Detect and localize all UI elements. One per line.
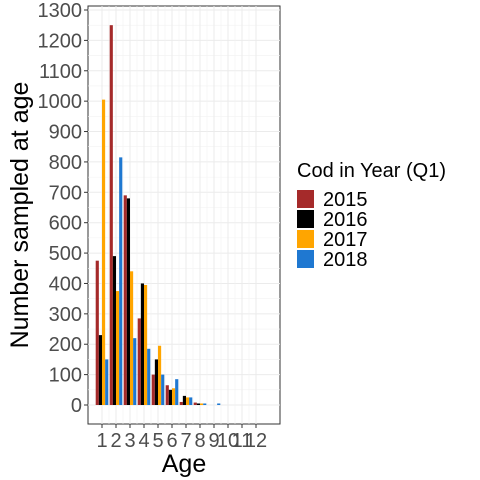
- legend-label-2016: 2016: [323, 209, 368, 231]
- x-tick-label: 4: [138, 430, 149, 452]
- x-tick-label: 12: [245, 430, 267, 452]
- bar-2015-age-7: [179, 401, 183, 405]
- bar-2018-age-2: [119, 157, 123, 405]
- bar-2016-age-6: [168, 389, 172, 405]
- legend-key-2018: [297, 250, 314, 268]
- x-axis-title: Age: [162, 450, 206, 478]
- legend-key-2015: [297, 190, 314, 208]
- bar-2018-age-3: [133, 338, 137, 405]
- y-axis-title: Number sampled at age: [6, 82, 34, 349]
- bar-2015-age-5: [151, 374, 155, 405]
- bar-2015-age-3: [123, 195, 127, 405]
- bar-2017-age-1: [102, 99, 106, 405]
- x-tick-label: 2: [110, 430, 121, 452]
- x-tick-label: 10: [217, 430, 239, 452]
- legend-title: Cod in Year (Q1): [297, 160, 446, 182]
- bar-2017-age-3: [130, 271, 134, 405]
- x-tick-label: 6: [166, 430, 177, 452]
- y-tick-label: 600: [49, 213, 82, 235]
- bar-2015-age-1: [95, 260, 99, 405]
- bar-2018-age-1: [105, 359, 109, 405]
- bar-2017-age-8: [200, 403, 204, 405]
- y-tick-label: 800: [49, 152, 82, 174]
- y-tick-label: 1100: [39, 61, 82, 83]
- bar-2016-age-7: [182, 395, 186, 405]
- legend-label-2018: 2018: [323, 249, 368, 271]
- legend-label-2015: 2015: [323, 189, 368, 211]
- bar-2017-age-6: [172, 388, 176, 405]
- y-tick-label: 700: [49, 182, 82, 204]
- bar-2018-age-6: [175, 379, 179, 405]
- y-tick-label: 100: [49, 365, 82, 387]
- bar-2016-age-8: [196, 403, 200, 405]
- y-tick-label: 0: [71, 395, 82, 417]
- bar-2016-age-5: [154, 359, 158, 405]
- legend-key-2016: [297, 210, 314, 228]
- x-tick-label: 9: [208, 430, 219, 452]
- y-tick-label: 1300: [38, 0, 83, 22]
- bar-2017-age-5: [158, 345, 162, 405]
- bar-2018-age-8: [203, 403, 207, 405]
- bar-2015-age-4: [137, 318, 141, 405]
- bar-2015-age-6: [165, 385, 169, 405]
- bar-2016-age-4: [140, 283, 144, 405]
- bar-2017-age-7: [186, 397, 190, 405]
- bar-2016-age-2: [112, 256, 116, 405]
- bar-2015-age-8: [193, 402, 197, 405]
- x-tick-label: 3: [124, 430, 135, 452]
- y-axis-ticks: 0 100 200 300 400 500 600 700 800 900 1000 1100 1200…: [38, 0, 88, 417]
- bar-2018-age-7: [189, 397, 193, 405]
- bar-2016-age-1: [98, 335, 102, 405]
- y-tick-label: 1000: [38, 91, 83, 113]
- legend-key-2017: [297, 230, 314, 248]
- bars: [95, 25, 221, 405]
- y-tick-label: 500: [49, 243, 82, 265]
- bar-2016-age-3: [126, 198, 130, 405]
- bar-2017-age-4: [144, 284, 148, 405]
- bar-2018-age-4: [147, 348, 151, 405]
- x-tick-label: 8: [194, 430, 205, 452]
- y-tick-label: 300: [49, 304, 82, 326]
- y-tick-label: 400: [49, 273, 82, 295]
- x-tick-label: 5: [152, 430, 163, 452]
- y-tick-label: 900: [49, 122, 82, 144]
- y-tick-label: 200: [49, 334, 82, 356]
- bar-2018-age-5: [161, 374, 165, 405]
- y-tick-label: 1200: [38, 30, 83, 52]
- bar-2017-age-2: [116, 291, 120, 405]
- x-tick-label: 11: [232, 430, 253, 452]
- bar-2018-age-9: [217, 403, 221, 405]
- bar-2015-age-2: [109, 25, 113, 405]
- x-tick-label: 7: [180, 430, 191, 452]
- legend-label-2017: 2017: [323, 229, 368, 251]
- x-tick-label: 1: [96, 430, 107, 452]
